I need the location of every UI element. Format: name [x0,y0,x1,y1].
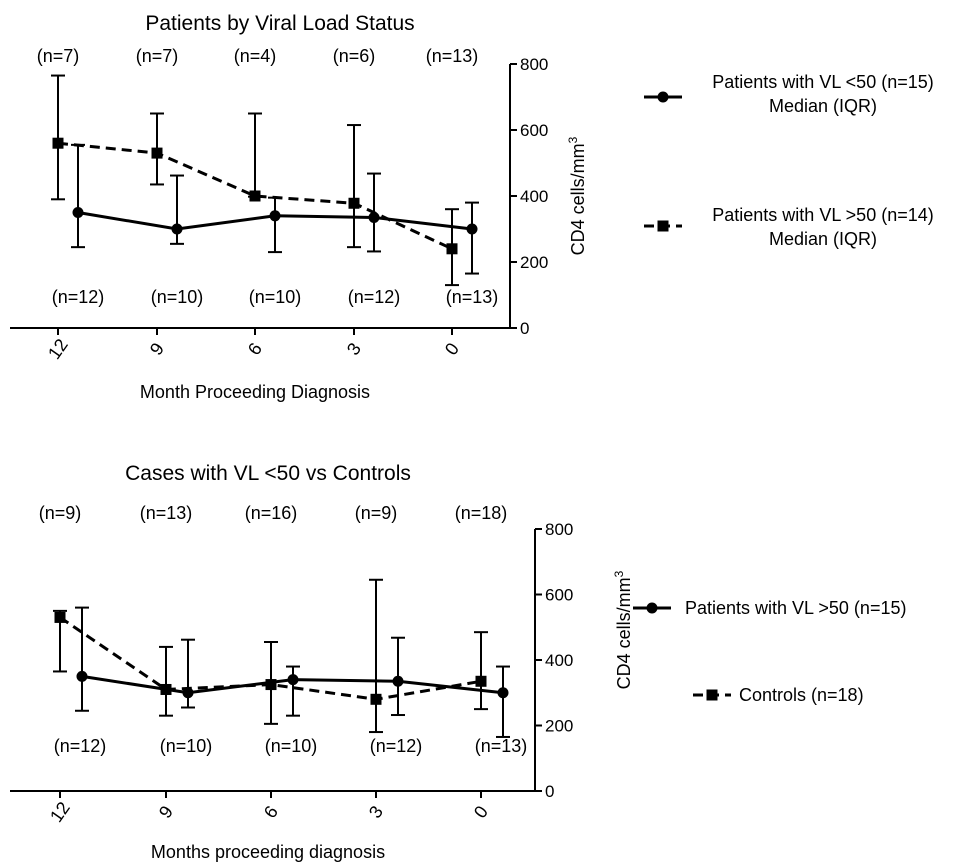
x-tick-label: 3 [343,339,365,359]
bottom-count-label: (n=10) [265,736,318,756]
bottom-count-label: (n=12) [348,287,401,307]
chart-marks: 0 200 400 600 800 12 9 6 3 0 (n=7) (n=7) (n=4) (n=6) (… [10,46,548,363]
legend-item-vl-over-50: Patients with VL >50 (n=14) Median (IQR) [644,205,934,249]
legend-label: Patients with VL >50 (n=15) [685,598,906,618]
data-point-square [475,675,487,687]
legend-marker-circle [657,91,669,103]
x-tick-label: 12 [46,798,74,826]
data-point-circle [287,674,299,686]
y-tick-label: 200 [520,253,548,272]
legend-marker-circle [646,602,658,614]
y-axis-label: CD4 cells/mm3 [612,570,634,689]
y-axis-label-superscript: 3 [612,570,626,577]
top-count-label: (n=4) [234,46,277,66]
y-tick-label: 400 [520,187,548,206]
chart-panel-viral-load-status: Patients by Viral Load Status 0200400600… [10,12,934,402]
x-axis-label: Month Proceeding Diagnosis [140,382,370,402]
data-point-square [348,197,360,209]
data-point-square [265,679,277,691]
data-point-circle [76,670,88,682]
y-axis-label: CD4 cells/mm3 [566,136,588,255]
legend: Patients with VL <50 (n=15) Median (IQR)… [644,72,934,249]
top-count-label: (n=18) [455,503,508,523]
x-tick-label: 3 [365,802,387,822]
y-tick-label: 0 [545,782,554,801]
x-tick-label: 6 [260,802,282,822]
top-count-label: (n=13) [140,503,193,523]
bottom-count-label: (n=10) [249,287,302,307]
chart-title: Patients by Viral Load Status [145,12,414,35]
x-tick-label: 0 [470,802,492,822]
data-point-square [446,243,458,255]
y-tick-label: 800 [520,55,548,74]
legend-marker-square [706,689,718,701]
legend-item-controls: Controls (n=18) [693,685,864,705]
data-point-circle [466,223,478,235]
y-tick-label: 800 [545,520,573,539]
data-point-square [160,683,172,695]
x-tick-label: 6 [244,339,266,359]
x-tick-label: 12 [44,335,72,363]
y-tick-label: 400 [545,651,573,670]
x-tick-label: 9 [155,802,177,822]
y-tick-label: 600 [545,586,573,605]
top-count-label: (n=6) [333,46,376,66]
series-line [57,141,453,251]
top-count-label: (n=7) [37,46,80,66]
legend-label-line2: Median (IQR) [769,229,877,249]
y-axis-label-superscript: 3 [566,136,580,143]
data-point-circle [497,687,509,699]
chart-title: Cases with VL <50 vs Controls [125,462,411,485]
bottom-count-label: (n=10) [151,287,204,307]
y-tick-label: 600 [520,121,548,140]
top-count-label: (n=9) [39,503,82,523]
chart-marks: 0 200 400 600 800 12 9 6 3 0 (n=9) (n=13) (n=16) (n=9… [10,503,573,826]
data-point-square [54,611,66,623]
data-point-square [370,693,382,705]
data-point-square [151,147,163,159]
legend-label: Controls (n=18) [739,685,864,705]
top-count-label: (n=7) [136,46,179,66]
bottom-count-label: (n=13) [475,736,528,756]
data-point-circle [72,207,84,218]
x-tick-label: 9 [146,339,168,359]
y-tick-label: 200 [545,717,573,736]
bottom-count-label: (n=13) [446,287,499,307]
legend-marker-square [657,220,669,232]
data-point-circle [368,211,380,223]
bottom-count-label: (n=12) [52,287,105,307]
legend-label-line2: Median (IQR) [769,96,877,116]
top-count-label: (n=16) [245,503,298,523]
top-count-label: (n=9) [355,503,398,523]
bottom-count-label: (n=10) [160,736,213,756]
bottom-count-label: (n=12) [370,736,423,756]
bottom-count-label: (n=12) [54,736,107,756]
data-point-square [249,190,261,202]
top-count-label: (n=13) [426,46,479,66]
data-point-circle [171,223,183,235]
y-tick-label: 0 [520,319,529,338]
data-point-circle [392,675,404,687]
y-axis-label-text: CD4 cells/mm [614,577,634,689]
x-axis-label: Months proceeding diagnosis [151,842,385,862]
legend-label: Patients with VL >50 (n=14) [712,205,933,225]
y-axis-label-text: CD4 cells/mm [568,143,588,255]
legend-item-vl-over-50: Patients with VL >50 (n=15) [633,598,906,618]
data-point-square [52,137,64,149]
x-tick-label: 0 [441,339,463,359]
legend-item-vl-under-50: Patients with VL <50 (n=15) Median (IQR) [644,72,934,116]
legend: Patients with VL >50 (n=15) Controls (n=… [633,598,906,705]
chart-panel-cases-vs-controls: Cases with VL <50 vs Controls 0200400600… [10,462,906,862]
legend-label: Patients with VL <50 (n=15) [712,72,933,92]
data-point-circle [269,210,281,222]
